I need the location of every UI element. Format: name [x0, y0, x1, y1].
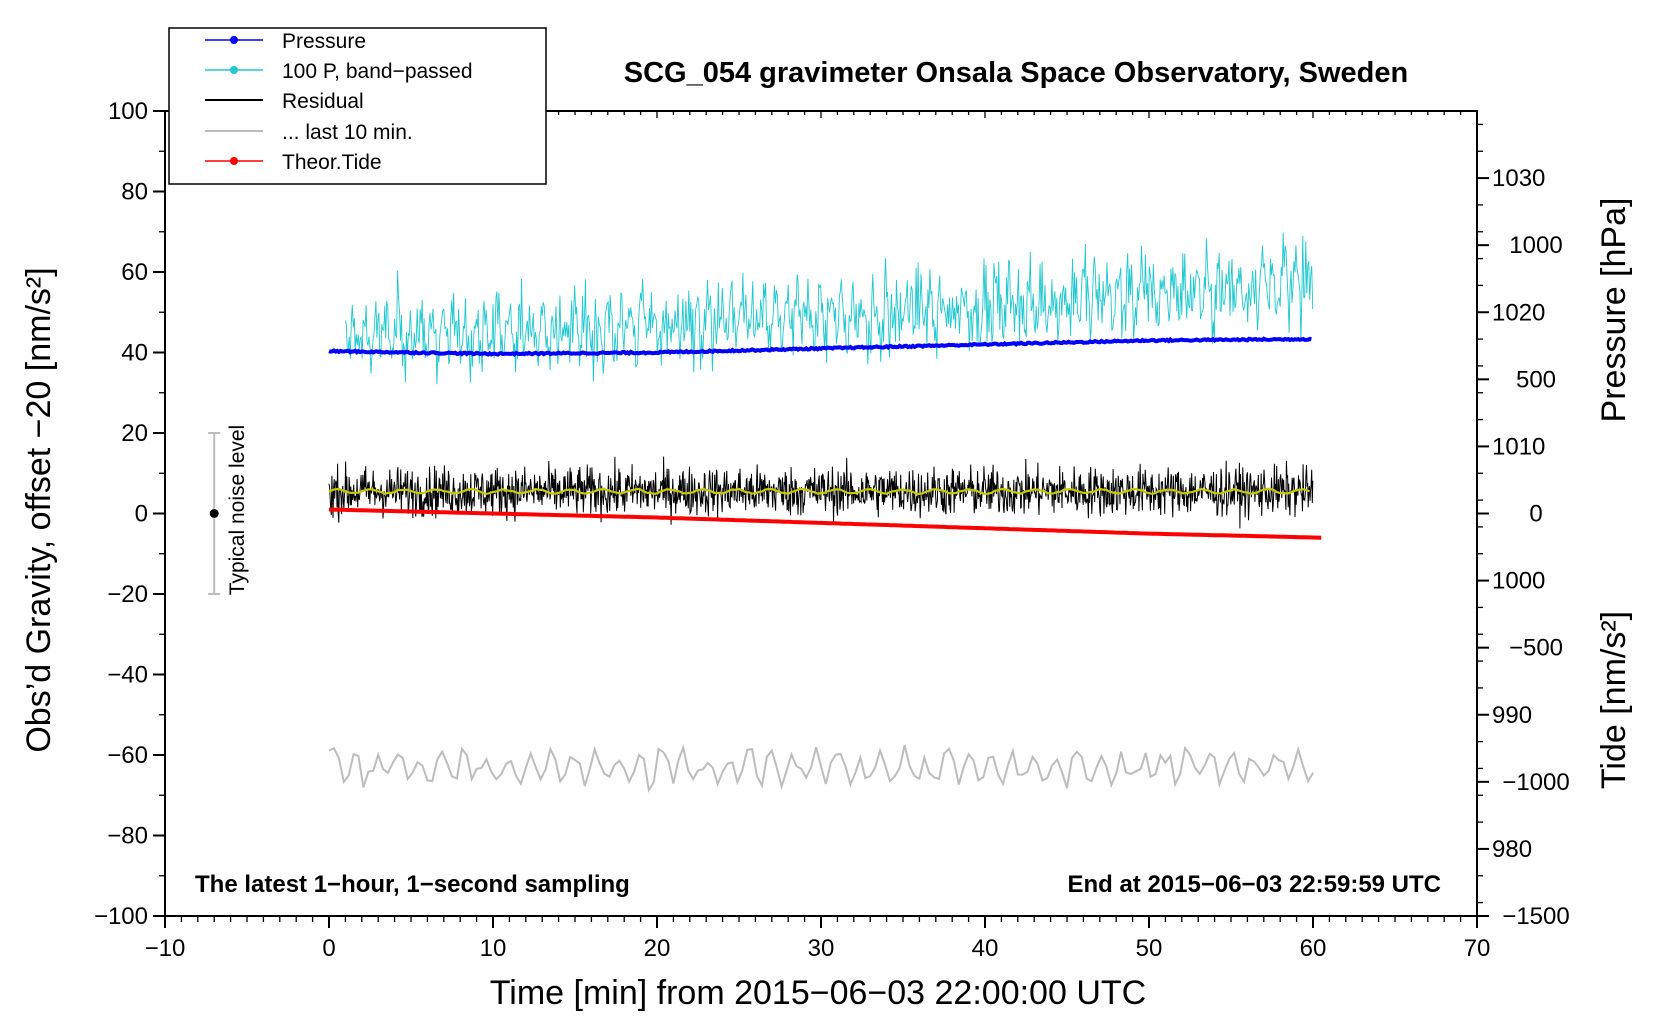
pressure-tick-label: 1020: [1492, 299, 1545, 326]
legend-item-pressure: Pressure: [205, 30, 366, 53]
series-residual-smoothed: [328, 487, 1311, 496]
y-tick-label: 20: [121, 420, 148, 447]
legend-label-bandpassed: 100 P, band−passed: [282, 60, 473, 83]
series-bandpassed: [344, 232, 1314, 385]
tide-tick-label: 1000: [1509, 232, 1562, 259]
x-tick-label: 0: [322, 935, 335, 962]
legend: Pressure 100 P, band−passed Residual ...…: [168, 27, 547, 185]
legend-item-residual: Residual: [205, 90, 364, 113]
pressure-tick-label: 1000: [1492, 568, 1545, 595]
tide-tick-label: −1000: [1502, 769, 1569, 796]
tick-layer: −10 0 10 20 30 40 50 60 70−100−80−60−40−20020406…: [94, 98, 1570, 962]
x-tick-label: 30: [808, 935, 835, 962]
legend-marker-bandpassed: [230, 66, 238, 74]
x-tick-label: 10: [480, 935, 507, 962]
y-tick-label: −40: [107, 662, 148, 689]
legend-item-tide: Theor.Tide: [205, 151, 382, 174]
legend-label-tide: Theor.Tide: [282, 151, 382, 174]
y-tick-label: −80: [107, 823, 148, 850]
series-layer: [208, 232, 1322, 793]
legend-label-last10: ... last 10 min.: [282, 121, 413, 144]
pressure-tick-label: 980: [1492, 836, 1532, 863]
annotation-sampling: The latest 1−hour, 1−second sampling: [195, 871, 630, 898]
annotation-end-time: End at 2015−06−03 22:59:59 UTC: [1067, 871, 1441, 898]
y-axis-label: Obs’d Gravity, offset −20 [nm/s²]: [20, 267, 58, 752]
tide-tick-label: −1500: [1502, 903, 1569, 930]
y-tick-label: −60: [107, 742, 148, 769]
chart-title: SCG_054 gravimeter Onsala Space Observat…: [624, 57, 1408, 89]
tide-axis-label: Tide [nm/s²]: [1595, 611, 1633, 789]
x-tick-label: 70: [1464, 935, 1491, 962]
noise-level-label: Typical noise level: [226, 425, 249, 595]
pressure-tick-label: 1010: [1492, 433, 1545, 460]
x-tick-label: 40: [972, 935, 999, 962]
series-residual: [328, 456, 1314, 529]
tide-tick-label: 0: [1529, 501, 1542, 528]
pressure-tick-label: 1030: [1492, 165, 1545, 192]
x-axis-label: Time [min] from 2015−06−03 22:00:00 UTC: [490, 974, 1146, 1012]
y-tick-label: 0: [135, 501, 148, 528]
series-last-10-min: [328, 744, 1314, 793]
pressure-tick-label: 990: [1492, 702, 1532, 729]
y-tick-label: 40: [121, 340, 148, 367]
y-tick-label: −20: [107, 581, 148, 608]
plot-frame: [164, 110, 1478, 917]
legend-label-pressure: Pressure: [282, 30, 366, 53]
tide-tick-label: −500: [1509, 635, 1563, 662]
tide-tick-label: 500: [1516, 366, 1556, 393]
legend-item-last10: ... last 10 min.: [205, 121, 413, 144]
x-tick-label: 60: [1300, 935, 1327, 962]
series-pressure: [328, 336, 1312, 357]
y-tick-label: 100: [108, 98, 148, 125]
y-tick-label: −100: [94, 903, 148, 930]
legend-item-bandpassed: 100 P, band−passed: [205, 60, 473, 83]
noise-bar-center: [209, 509, 219, 518]
legend-label-residual: Residual: [282, 90, 364, 113]
pressure-axis-label: Pressure [hPa]: [1595, 198, 1633, 423]
series-theoretical-tide: [328, 507, 1322, 540]
x-tick-label: −10: [145, 935, 186, 962]
legend-marker-tide: [230, 157, 238, 165]
x-tick-label: 50: [1136, 935, 1163, 962]
y-tick-label: 80: [121, 179, 148, 206]
y-tick-label: 60: [121, 259, 148, 286]
legend-marker-pressure: [230, 36, 238, 44]
x-tick-label: 20: [644, 935, 671, 962]
